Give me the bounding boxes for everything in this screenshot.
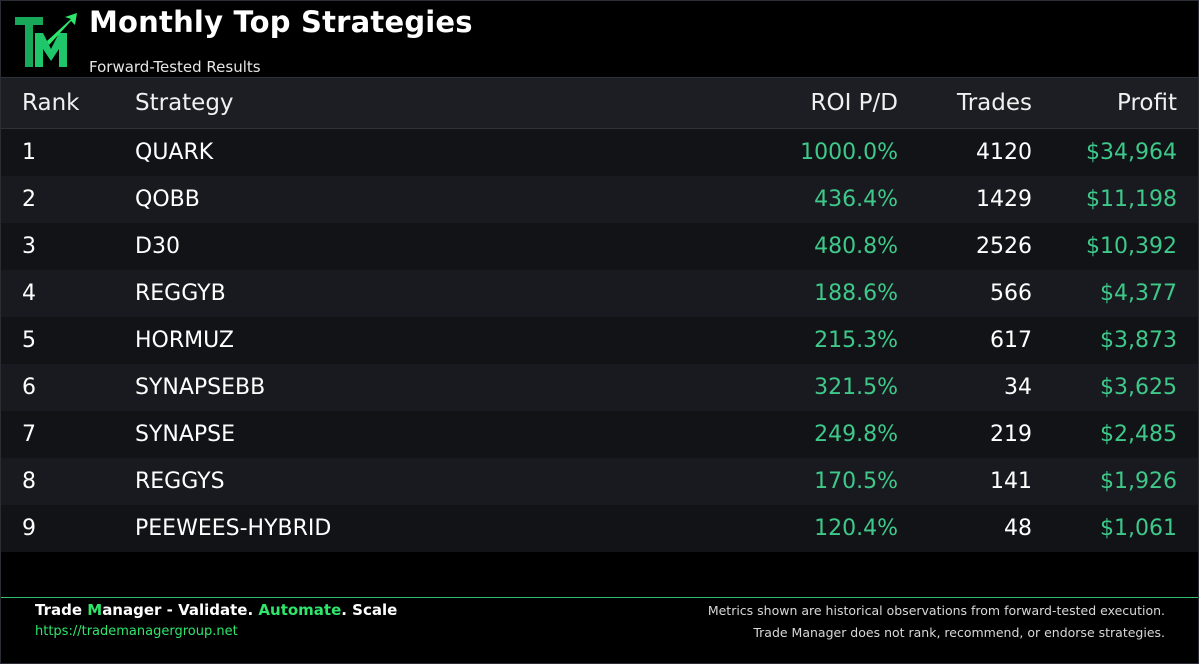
profit-cell: $2,485: [1100, 422, 1177, 447]
trades-cell: 48: [1004, 516, 1032, 541]
roi-cell: 480.8%: [814, 234, 898, 259]
table-row: 7 SYNAPSE 249.8% 219 $2,485: [1, 411, 1198, 458]
table-row: 4 REGGYB 188.6% 566 $4,377: [1, 270, 1198, 317]
column-header-roi: ROI P/D: [810, 90, 898, 116]
profit-cell: $10,392: [1086, 234, 1177, 259]
profit-cell: $4,377: [1100, 281, 1177, 306]
trades-cell: 2526: [976, 234, 1032, 259]
tagline-part-1: Trade: [35, 601, 88, 619]
roi-cell: 120.4%: [814, 516, 898, 541]
trades-cell: 4120: [976, 140, 1032, 165]
strategy-cell: SYNAPSE: [135, 422, 236, 447]
strategy-cell: HORMUZ: [135, 328, 234, 353]
strategies-table: Rank Strategy ROI P/D Trades Profit 1 QU…: [1, 77, 1198, 552]
trades-cell: 34: [1004, 375, 1032, 400]
table-row: 9 PEEWEES-HYBRID 120.4% 48 $1,061: [1, 505, 1198, 552]
disclaimer-line-1: Metrics shown are historical observation…: [707, 603, 1165, 618]
tagline-part-4: Automate: [258, 601, 342, 619]
page-subtitle: Forward-Tested Results: [89, 58, 261, 76]
trades-cell: 617: [990, 328, 1032, 353]
roi-cell: 321.5%: [814, 375, 898, 400]
strategy-cell: QOBB: [135, 187, 200, 212]
strategy-cell: REGGYS: [135, 469, 225, 494]
tagline-part-2: M: [87, 601, 103, 619]
strategy-cell: QUARK: [135, 140, 214, 165]
roi-cell: 188.6%: [814, 281, 898, 306]
profit-cell: $3,625: [1100, 375, 1177, 400]
rank-cell: 6: [22, 375, 36, 400]
rank-cell: 9: [22, 516, 36, 541]
disclaimer-line-2: Trade Manager does not rank, recommend, …: [753, 625, 1165, 640]
table-row: 5 HORMUZ 215.3% 617 $3,873: [1, 317, 1198, 364]
roi-cell: 170.5%: [814, 469, 898, 494]
roi-cell: 215.3%: [814, 328, 898, 353]
roi-cell: 1000.0%: [800, 140, 898, 165]
rank-cell: 7: [22, 422, 36, 447]
table-row: 3 D30 480.8% 2526 $10,392: [1, 223, 1198, 270]
page-title: Monthly Top Strategies: [89, 5, 473, 39]
rank-cell: 2: [22, 187, 36, 212]
rank-cell: 5: [22, 328, 36, 353]
table-row: 8 REGGYS 170.5% 141 $1,926: [1, 458, 1198, 505]
column-header-rank: Rank: [22, 90, 80, 116]
roi-cell: 249.8%: [814, 422, 898, 447]
strategy-cell: D30: [135, 234, 180, 259]
tagline-part-3: anager - Validate.: [102, 601, 259, 619]
table-row: 6 SYNAPSEBB 321.5% 34 $3,625: [1, 364, 1198, 411]
trades-cell: 219: [990, 422, 1032, 447]
trades-cell: 1429: [976, 187, 1032, 212]
trades-cell: 566: [990, 281, 1032, 306]
column-header-trades: Trades: [957, 90, 1032, 116]
strategy-cell: REGGYB: [135, 281, 226, 306]
profit-cell: $3,873: [1100, 328, 1177, 353]
footer-tagline: Trade Manager - Validate. Automate. Scal…: [35, 601, 397, 619]
column-header-strategy: Strategy: [135, 90, 234, 116]
trades-cell: 141: [990, 469, 1032, 494]
roi-cell: 436.4%: [814, 187, 898, 212]
website-link[interactable]: https://trademanagergroup.net: [35, 624, 238, 639]
rank-cell: 3: [22, 234, 36, 259]
rank-cell: 4: [22, 281, 36, 306]
column-header-profit: Profit: [1117, 90, 1177, 116]
rank-cell: 1: [22, 140, 36, 165]
footer: Trade Manager - Validate. Automate. Scal…: [1, 597, 1198, 663]
profit-cell: $11,198: [1086, 187, 1177, 212]
table-row: 1 QUARK 1000.0% 4120 $34,964: [1, 129, 1198, 176]
table-row: 2 QOBB 436.4% 1429 $11,198: [1, 176, 1198, 223]
strategy-cell: PEEWEES-HYBRID: [135, 516, 332, 541]
table-header-row: Rank Strategy ROI P/D Trades Profit: [1, 77, 1198, 129]
tagline-part-5: . Scale: [341, 601, 398, 619]
strategy-cell: SYNAPSEBB: [135, 375, 266, 400]
profit-cell: $1,926: [1100, 469, 1177, 494]
profit-cell: $34,964: [1086, 140, 1177, 165]
profit-cell: $1,061: [1100, 516, 1177, 541]
header: Monthly Top Strategies Forward-Tested Re…: [1, 1, 1198, 77]
rank-cell: 8: [22, 469, 36, 494]
tm-logo-icon: [15, 13, 77, 67]
